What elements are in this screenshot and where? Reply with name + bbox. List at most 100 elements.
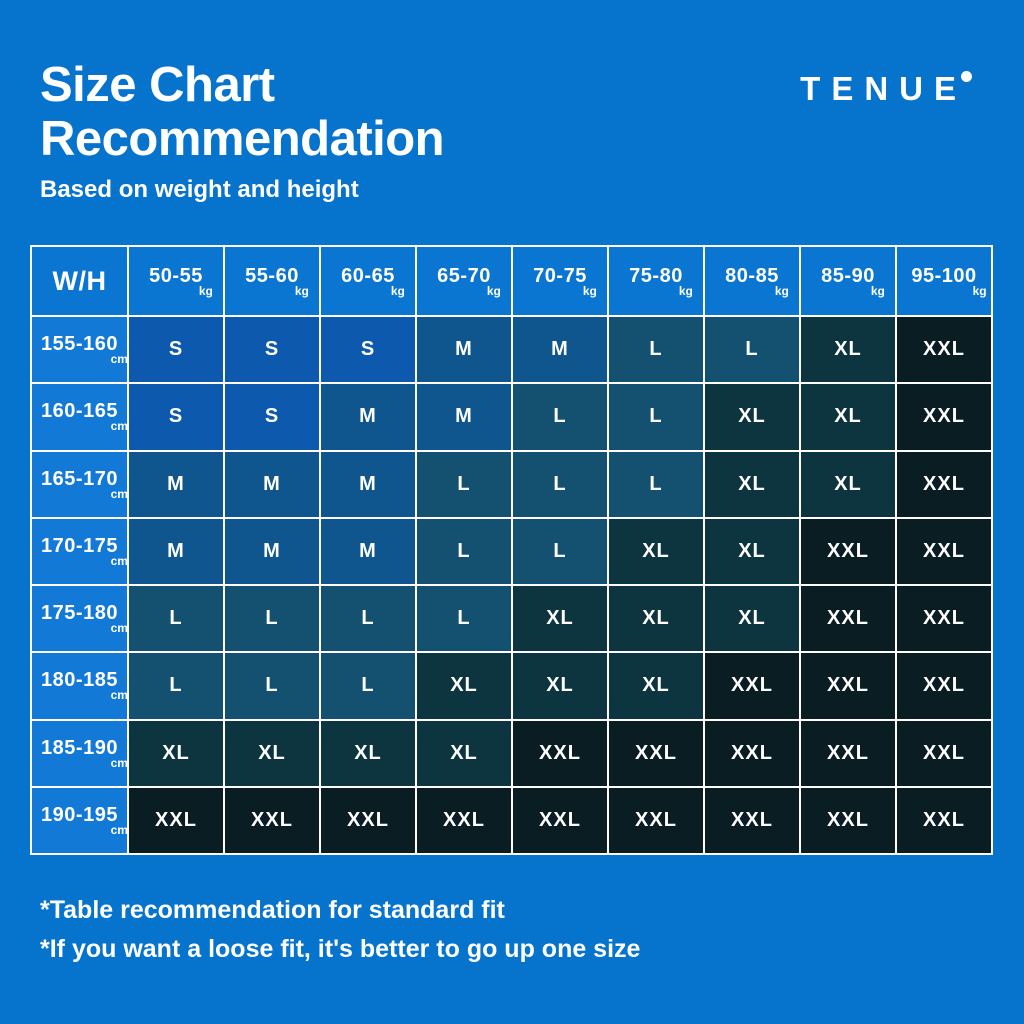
size-cell-165-170-80-85: XL [705, 451, 799, 517]
size-cell-170-175-60-65: M [321, 518, 415, 584]
size-value: XXL [539, 808, 581, 831]
unit-label: kg [294, 283, 309, 298]
range-value: 55-60 [245, 264, 299, 287]
size-chart-table: W/H 50-55 kg 55-60 kg 60-65 kg 65-70 kg 70-75 kg 75… [30, 245, 993, 855]
size-cell-165-170-60-65: M [321, 451, 415, 517]
size-value: XXL [731, 674, 773, 697]
size-cell-175-180-55-60: L [225, 586, 319, 652]
size-value: L [553, 539, 567, 562]
size-cell-165-170-95-100: XXL [897, 451, 991, 517]
size-cell-175-180-65-70: L [417, 586, 511, 652]
size-value: L [649, 472, 663, 495]
height-label-175-180: 175-180 cm [32, 586, 128, 652]
size-value: XXL [539, 741, 581, 764]
size-value: S [360, 338, 376, 361]
size-cell-160-165-95-100: XXL [897, 384, 991, 450]
range-value: 85-90 [821, 264, 875, 287]
size-cell-165-170-75-80: L [609, 451, 703, 517]
size-cell-170-175-65-70: L [417, 518, 511, 584]
unit-label: cm [110, 688, 128, 703]
size-cell-190-195-65-70: XXL [417, 787, 511, 853]
size-cell-170-175-80-85: XL [705, 518, 799, 584]
size-value: XXL [635, 741, 677, 764]
size-cell-155-160-80-85: L [705, 317, 799, 383]
size-cell-185-190-75-80: XXL [609, 720, 703, 786]
size-cell-160-165-85-90: XL [801, 384, 895, 450]
height-label-180-185: 180-185 cm [32, 653, 128, 719]
height-label-190-195: 190-195 cm [32, 787, 128, 853]
size-value: S [264, 405, 280, 428]
height-label-170-175: 170-175 cm [32, 518, 128, 584]
range-value: 180-185 [41, 669, 118, 692]
footnote-standard-fit: *Table recommendation for standard fit [40, 896, 505, 924]
size-cell-170-175-85-90: XXL [801, 518, 895, 584]
weight-header-75-80: 75-80 kg [609, 247, 703, 315]
size-value: XXL [827, 539, 869, 562]
unit-label: kg [582, 283, 597, 298]
unit-label: cm [110, 352, 128, 367]
size-cell-165-170-55-60: M [225, 451, 319, 517]
size-value: L [553, 405, 567, 428]
size-value: XXL [923, 338, 965, 361]
size-cell-180-185-70-75: XL [513, 653, 607, 719]
unit-label: kg [972, 283, 987, 298]
size-cell-190-195-95-100: XXL [897, 787, 991, 853]
size-value: XL [546, 674, 574, 697]
size-cell-175-180-75-80: XL [609, 586, 703, 652]
unit-label: cm [110, 822, 128, 837]
weight-header-85-90: 85-90 kg [801, 247, 895, 315]
size-value: XL [354, 741, 382, 764]
brand-dot-icon [961, 71, 972, 82]
size-value: L [169, 607, 183, 630]
size-value: M [359, 405, 377, 428]
size-value: XXL [347, 808, 389, 831]
page-subtitle: Based on weight and height [40, 176, 359, 203]
brand-name: TENUE [800, 70, 967, 107]
size-cell-160-165-75-80: L [609, 384, 703, 450]
range-value: 185-190 [41, 736, 118, 759]
unit-label: kg [774, 283, 789, 298]
weight-header-70-75: 70-75 kg [513, 247, 607, 315]
size-cell-175-180-85-90: XXL [801, 586, 895, 652]
size-value: XL [450, 674, 478, 697]
size-cell-155-160-85-90: XL [801, 317, 895, 383]
range-value: 190-195 [41, 803, 118, 826]
size-cell-185-190-65-70: XL [417, 720, 511, 786]
size-cell-190-195-50-55: XXL [129, 787, 223, 853]
brand-logo: TENUE [800, 70, 972, 108]
size-value: XXL [923, 741, 965, 764]
size-cell-170-175-55-60: M [225, 518, 319, 584]
range-value: 160-165 [41, 400, 118, 423]
footnotes: *Table recommendation for standard fit *… [40, 891, 640, 969]
size-cell-155-160-75-80: L [609, 317, 703, 383]
page-title-line2: Recommendation [40, 112, 445, 166]
size-cell-185-190-85-90: XXL [801, 720, 895, 786]
size-value: L [745, 338, 759, 361]
unit-label: cm [110, 553, 128, 568]
size-cell-155-160-55-60: S [225, 317, 319, 383]
range-value: 65-70 [437, 264, 491, 287]
unit-label: cm [110, 621, 128, 636]
size-cell-160-165-50-55: S [129, 384, 223, 450]
unit-label: kg [198, 283, 213, 298]
size-value: L [265, 607, 279, 630]
size-value: L [457, 539, 471, 562]
size-value: L [649, 405, 663, 428]
size-value: XL [834, 472, 862, 495]
height-label-160-165: 160-165 cm [32, 384, 128, 450]
size-cell-170-175-50-55: M [129, 518, 223, 584]
range-value: 60-65 [341, 264, 395, 287]
size-cell-180-185-80-85: XXL [705, 653, 799, 719]
size-cell-185-190-80-85: XXL [705, 720, 799, 786]
size-cell-175-180-70-75: XL [513, 586, 607, 652]
size-value: XXL [731, 808, 773, 831]
size-value: M [455, 405, 473, 428]
weight-header-65-70: 65-70 kg [417, 247, 511, 315]
size-value: XL [738, 405, 766, 428]
size-cell-180-185-65-70: XL [417, 653, 511, 719]
size-value: L [361, 607, 375, 630]
size-value: L [361, 674, 375, 697]
size-value: XXL [923, 405, 965, 428]
size-cell-180-185-55-60: L [225, 653, 319, 719]
